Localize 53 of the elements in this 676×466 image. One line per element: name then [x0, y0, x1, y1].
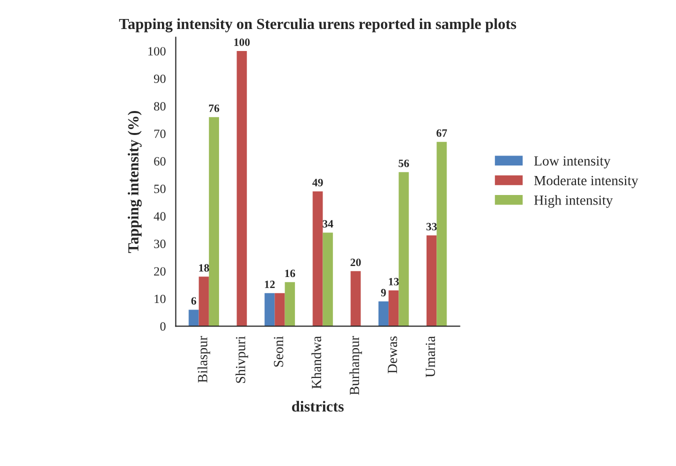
bar — [436, 142, 447, 326]
x-tick-label: Seoni — [274, 336, 284, 367]
bar — [378, 301, 389, 326]
y-tick-label: 20 — [154, 267, 166, 276]
y-tick-label: 10 — [154, 294, 166, 304]
x-tick-label: Shivpuri — [236, 336, 248, 383]
data-label: 56 — [398, 160, 409, 168]
legend-label: High intensity — [534, 195, 613, 208]
bar — [188, 310, 199, 326]
bar — [322, 232, 333, 326]
x-tick-label: Khandwa — [311, 336, 322, 389]
y-tick-label: 100 — [148, 47, 166, 56]
bar — [284, 282, 295, 326]
y-tick-label: 60 — [154, 157, 166, 166]
data-label: 16 — [285, 270, 296, 278]
data-label: 12 — [264, 280, 275, 288]
bar — [236, 51, 247, 326]
y-tick-label: 70 — [154, 130, 166, 138]
data-label: 18 — [199, 264, 210, 272]
data-label: 20 — [350, 258, 361, 266]
y-tick-label: 90 — [154, 74, 166, 84]
y-axis-title: Tapping intensity (%) — [128, 110, 142, 253]
data-label: 100 — [234, 38, 250, 46]
bar — [398, 172, 409, 326]
data-label: 13 — [388, 278, 399, 286]
data-label: 33 — [426, 222, 437, 230]
data-label: 9 — [381, 288, 386, 296]
bar — [208, 117, 220, 326]
chart-title: Tapping intensity on Sterculia urens reported in sample plots — [119, 18, 516, 32]
bar — [198, 276, 209, 326]
y-tick-label: 30 — [154, 240, 166, 248]
bar — [274, 293, 285, 326]
data-label: 76 — [209, 104, 220, 112]
y-tick-label: 0 — [160, 322, 166, 331]
data-label: 67 — [436, 129, 447, 137]
data-label: 6 — [191, 297, 196, 305]
x-tick-label: Dewas — [388, 336, 398, 374]
x-tick-label: Burhanpur — [349, 336, 362, 395]
bar — [312, 191, 323, 326]
y-tick-label: 40 — [154, 212, 166, 221]
data-label: 49 — [312, 178, 323, 186]
x-axis-title: districts — [292, 400, 344, 412]
x-tick-label: Bilaspur — [198, 336, 210, 383]
bar — [264, 293, 275, 326]
x-tick-label: Umaria — [426, 336, 436, 378]
legend-label: Low intensity — [534, 156, 610, 168]
legend-label: Moderate intensity — [534, 175, 638, 188]
data-label: 34 — [322, 220, 334, 228]
bar — [426, 235, 437, 326]
y-tick-label: 50 — [154, 184, 166, 194]
y-tick-label: 80 — [154, 102, 166, 111]
bar — [350, 271, 361, 326]
bar — [388, 290, 399, 326]
